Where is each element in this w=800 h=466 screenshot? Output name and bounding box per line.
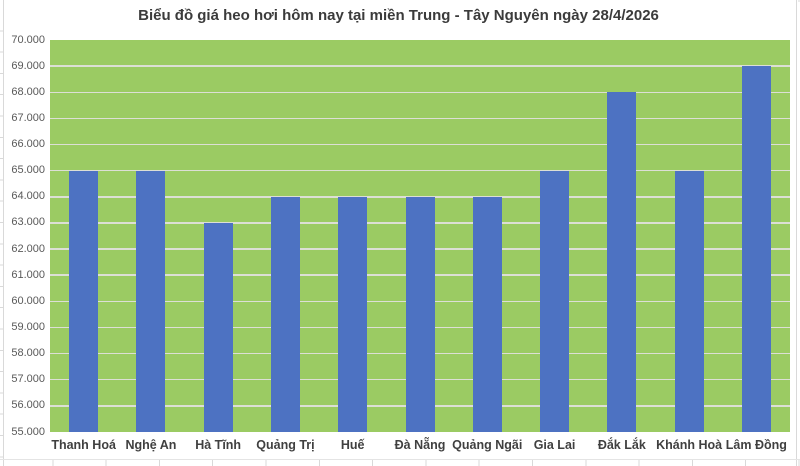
plot-area[interactable] [50, 40, 790, 432]
y-tick-label: 63.000 [11, 216, 45, 229]
x-tick-label: Khánh Hoà [656, 438, 723, 452]
y-tick-label: 57.000 [11, 373, 45, 386]
bar[interactable] [607, 92, 637, 432]
y-tick-label: 62.000 [11, 242, 45, 255]
y-tick-label: 69.000 [11, 59, 45, 72]
sheet-gridline-right [796, 0, 797, 466]
x-tick-label: Đà Nẵng [394, 438, 446, 452]
x-tick-label: Thanh Hoá [51, 438, 116, 452]
y-tick-label: 58.000 [11, 347, 45, 360]
gridline [50, 91, 790, 94]
x-tick-label: Nghệ An [125, 438, 177, 452]
y-tick-label: 67.000 [11, 111, 45, 124]
y-tick-label: 70.000 [11, 33, 45, 46]
x-tick-label: Quảng Trị [256, 438, 315, 452]
y-tick-label: 56.000 [11, 399, 45, 412]
sheet-column-gridline-stubs-bottom [0, 460, 800, 466]
x-tick-label: Hà Tĩnh [195, 438, 242, 452]
bar[interactable] [203, 222, 233, 432]
bar[interactable] [741, 66, 771, 432]
sheet-row-gridline-stubs [0, 0, 3, 466]
y-tick-label: 59.000 [11, 320, 45, 333]
x-tick-label: Lâm Đồng [725, 438, 787, 452]
bar[interactable] [472, 196, 502, 432]
chart-title: Biểu đồ giá heo hơi hôm nay tại miền Tru… [138, 7, 659, 24]
chart-bottom-border [0, 459, 800, 460]
y-tick-label: 64.000 [11, 190, 45, 203]
x-tick-label: Quảng Ngãi [452, 438, 523, 452]
bar[interactable] [136, 170, 166, 432]
gridline [50, 117, 790, 120]
y-tick-label: 61.000 [11, 268, 45, 281]
y-tick-label: 65.000 [11, 164, 45, 177]
gridline [50, 169, 790, 172]
x-tick-label: Đắk Lắk [597, 438, 646, 452]
bar[interactable] [540, 170, 570, 432]
bar[interactable] [674, 170, 704, 432]
gridline [50, 143, 790, 146]
x-tick-label: Huế [340, 438, 365, 452]
sheet-gridline-left [3, 0, 4, 466]
bar[interactable] [270, 196, 300, 432]
gridline [50, 65, 790, 67]
bar[interactable] [69, 170, 99, 432]
x-tick-label: Gia Lai [533, 438, 576, 452]
y-tick-label: 68.000 [11, 85, 45, 98]
bar[interactable] [338, 196, 368, 432]
bar[interactable] [405, 196, 435, 432]
y-tick-label: 60.000 [11, 294, 45, 307]
y-tick-label: 66.000 [11, 138, 45, 151]
y-tick-label: 55.000 [11, 425, 45, 438]
chart-area[interactable]: Biểu đồ giá heo hơi hôm nay tại miền Tru… [4, 0, 793, 459]
